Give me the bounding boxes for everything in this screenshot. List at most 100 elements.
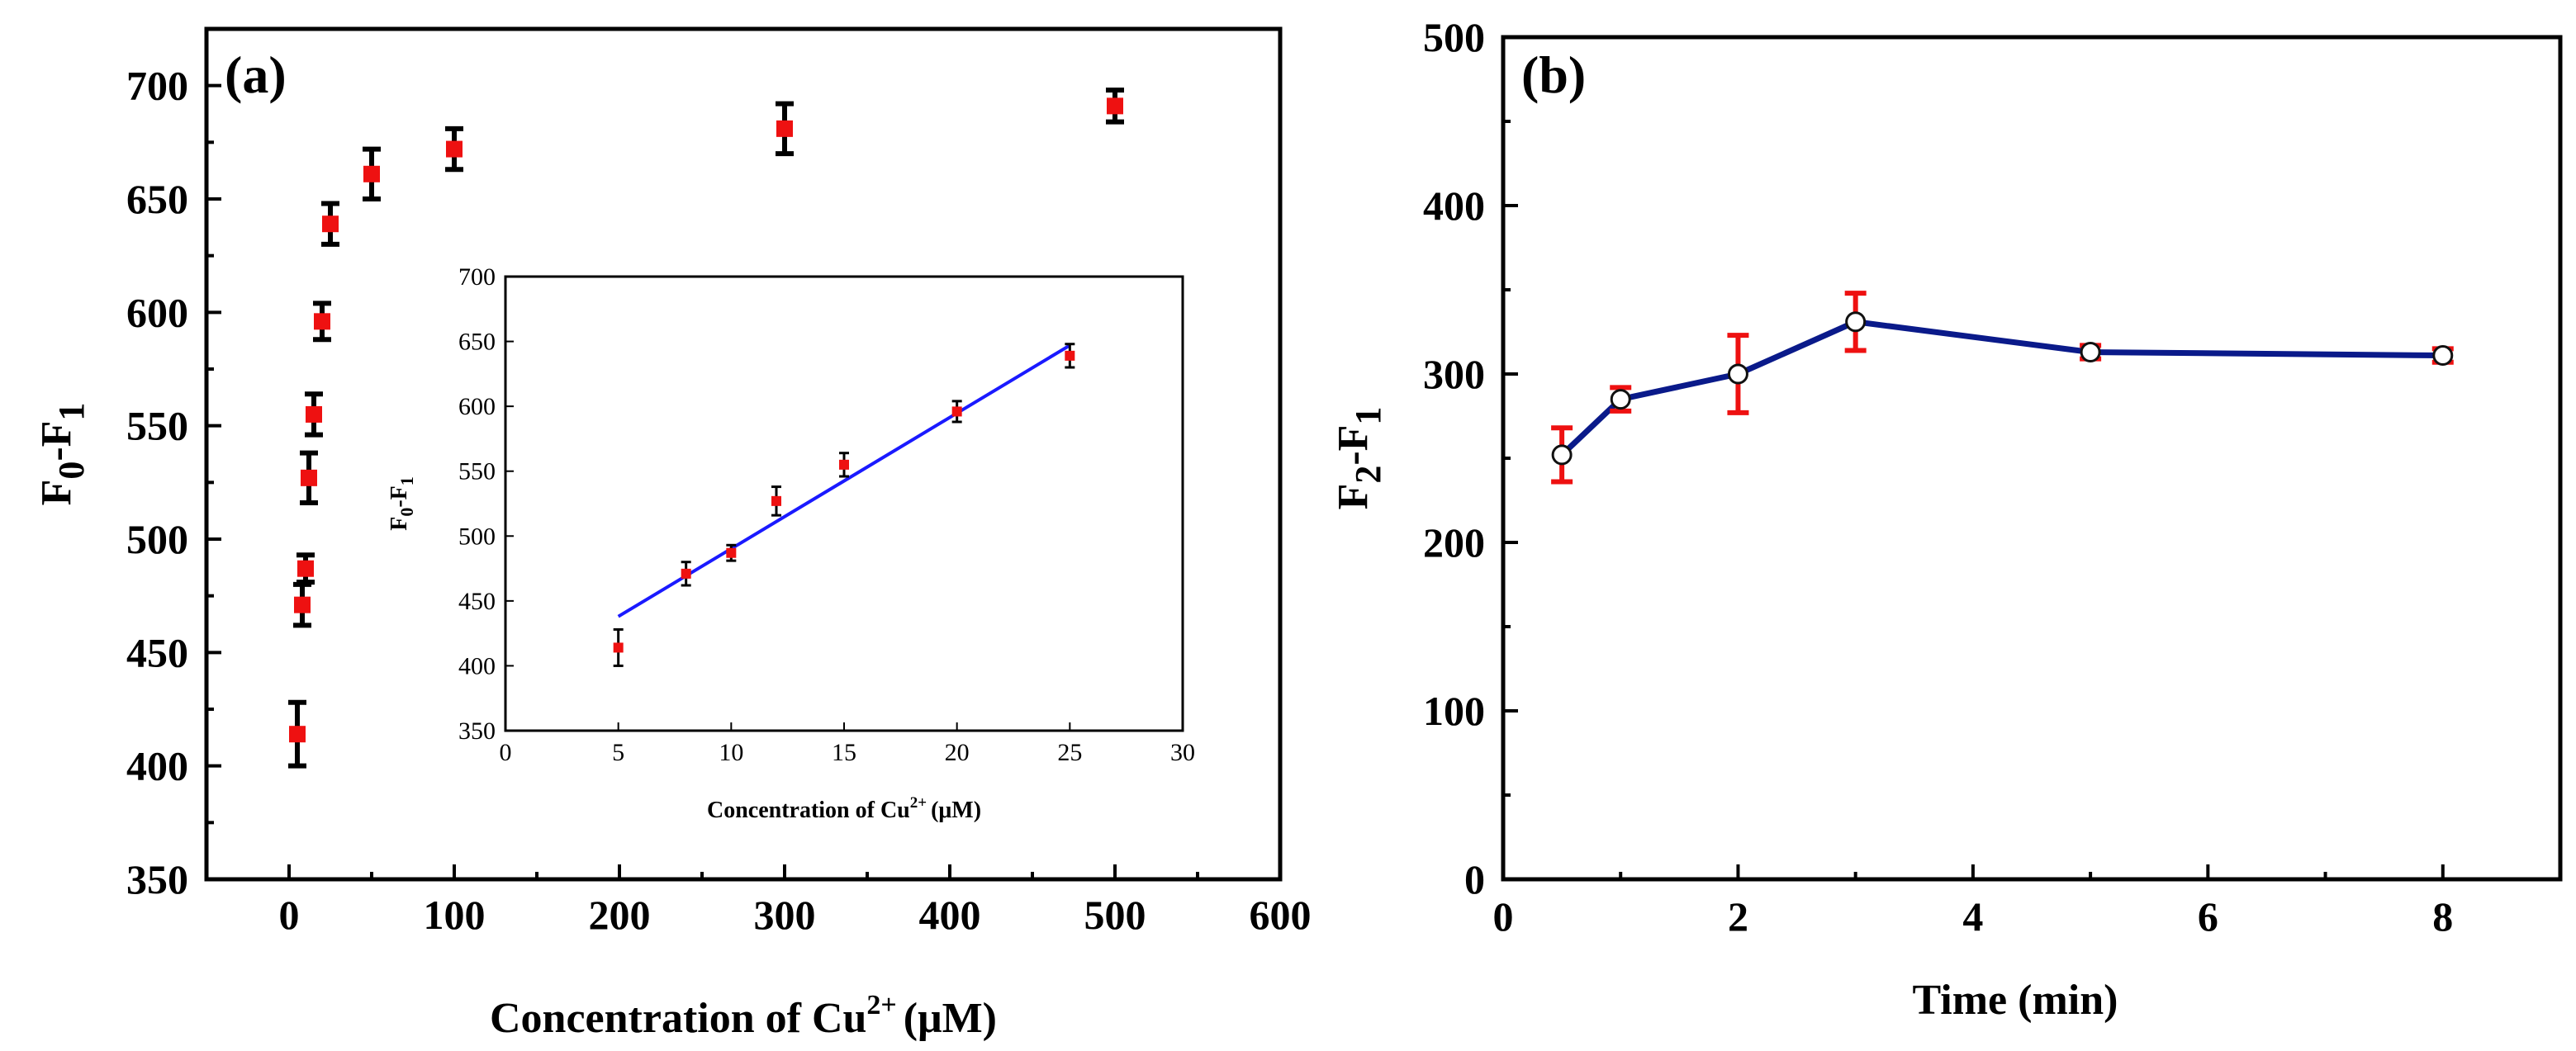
panel-a-data-point [314, 313, 330, 330]
a-x-tick-label: 500 [1084, 892, 1146, 938]
a-y-tick-label: 600 [126, 289, 188, 335]
panel-a-xlabel-sup: 2+ [866, 990, 896, 1020]
b-x-tick-label: 4 [1962, 893, 1983, 940]
inset-y-axis-title: F0-F1 [387, 476, 417, 531]
panel-b-data-point [1610, 389, 1631, 410]
panel-b-y-axis-title: F2-F1 [1330, 407, 1388, 510]
b-x-tick-label: 0 [1493, 893, 1514, 940]
panel-a-data-point [306, 405, 322, 423]
inset-data-point [951, 406, 962, 417]
b-x-tick-label: 6 [2198, 893, 2218, 940]
i-x-tick-label: 20 [945, 739, 970, 766]
inset-tick-labels: 0 5 10 15 20 25 30 350 400 450 500 550 600 650 700 [458, 263, 1195, 766]
panel-b-ticks [1501, 36, 2445, 881]
panel-b-data-point [2080, 341, 2101, 362]
panel-b-tick-labels: 0 2 4 6 8 0 100 200 300 400 500 [1423, 14, 2453, 940]
panel-a-tick-labels: 0 100 200 300 400 500 600350400450500550600650… [126, 63, 1312, 938]
a-y-tick-label: 350 [126, 856, 188, 902]
a-x-tick-label: 0 [279, 892, 300, 938]
panel-b-series-line [1559, 319, 2443, 457]
panel-b-ylabel-dash: -F [1330, 425, 1377, 466]
inset-points [613, 343, 1075, 667]
b-x-tick-label: 2 [1728, 893, 1748, 940]
panel-a-x-axis-title: Concentration of Cu2+ (μM) [490, 990, 997, 1042]
panel-a-data-point [446, 140, 463, 158]
panel-a-data-point [363, 165, 380, 182]
panel-a-data-point [776, 120, 793, 137]
i-y-tick-label: 350 [458, 717, 496, 745]
b-x-tick-label: 8 [2432, 893, 2453, 940]
panel-a-y-axis-title: F0-F1 [33, 403, 92, 506]
inset-data-point [613, 642, 624, 653]
panel-a-ylabel-dash: -F [33, 421, 80, 462]
a-y-tick-label: 700 [126, 63, 188, 109]
panel-b-data-point [1551, 444, 1573, 466]
inset-ylabel-sub1: 0 [396, 508, 417, 517]
i-x-tick-label: 15 [832, 739, 856, 766]
panel-b-data-point [2432, 345, 2454, 367]
i-y-tick-label: 600 [458, 393, 496, 420]
i-y-tick-label: 450 [458, 588, 496, 615]
panel-a-ylabel-base: F [33, 480, 80, 506]
a-x-tick-label: 200 [589, 892, 651, 938]
a-x-tick-label: 300 [754, 892, 816, 938]
i-y-tick-label: 650 [458, 329, 496, 356]
inset-data-point [771, 495, 781, 506]
panel-a-label: (a) [225, 45, 287, 104]
panel-a-ylabel-sub2: 1 [51, 403, 92, 421]
panel-b-points [1551, 291, 2454, 485]
panel-a-data-point [322, 215, 339, 233]
a-x-tick-label: 100 [424, 892, 486, 938]
panel-a-data-point [289, 726, 306, 743]
panel-a-points [288, 88, 1124, 769]
panel-b-ylabel-sub2: 1 [1348, 407, 1388, 425]
inset-xlabel-sup: 2+ [910, 794, 927, 812]
inset-xlabel-text: Concentration of Cu [707, 798, 910, 823]
i-x-tick-label: 0 [500, 739, 512, 766]
inset-xlabel-unit: (μM) [931, 798, 981, 823]
b-y-tick-label: 400 [1423, 182, 1485, 229]
b-y-tick-label: 200 [1423, 519, 1485, 566]
inset-frame [504, 275, 1184, 732]
panel-a-data-point [297, 560, 314, 577]
i-y-tick-label: 500 [458, 523, 496, 550]
b-y-tick-label: 0 [1464, 856, 1485, 902]
i-x-tick-label: 25 [1057, 739, 1082, 766]
inset-data-point [726, 547, 737, 558]
inset-data-point [1065, 350, 1075, 361]
panel-b-data-point [1727, 363, 1748, 385]
a-y-tick-label: 550 [126, 403, 188, 449]
inset-ylabel-dash: -F [387, 485, 412, 507]
inset-data-point [681, 568, 691, 579]
b-y-tick-label: 500 [1423, 14, 1485, 60]
a-y-tick-label: 500 [126, 516, 188, 562]
panel-b-x-axis-title: Time (min) [1913, 977, 2118, 1024]
panel-b-ylabel-sub1: 2 [1348, 466, 1388, 484]
inset-ticks [505, 276, 1184, 731]
b-y-tick-label: 100 [1423, 688, 1485, 734]
inset-ylabel-sub2: 1 [396, 476, 417, 485]
i-y-tick-label: 550 [458, 458, 496, 485]
panel-a-xlabel-text: Concentration of Cu [490, 995, 866, 1042]
inset-x-axis-title: Concentration of Cu2+ (μM) [707, 794, 981, 823]
a-y-tick-label: 400 [126, 743, 188, 789]
panel-a-frame [204, 26, 1283, 882]
panel-a-chart: 0 100 200 300 400 500 600350400450500550600650… [33, 26, 1312, 1042]
panel-b-chart: 0 2 4 6 8 0 100 200 300 400 500 (b) Time (min) F2-… [1330, 14, 2563, 1024]
i-x-tick-label: 10 [719, 739, 743, 766]
b-y-tick-label: 300 [1423, 351, 1485, 397]
inset-ylabel-base: F [387, 517, 412, 531]
panel-b-label: (b) [1521, 45, 1586, 104]
a-y-tick-label: 450 [126, 629, 188, 675]
i-y-tick-label: 700 [458, 263, 496, 291]
inset-data-point [839, 459, 849, 470]
panel-b-data-point [1845, 311, 1867, 333]
panel-a-ylabel-sub1: 0 [51, 462, 92, 480]
panel-a-xlabel-unit: (μM) [904, 995, 997, 1042]
a-x-tick-label: 400 [919, 892, 981, 938]
a-y-tick-label: 650 [126, 176, 188, 222]
i-y-tick-label: 400 [458, 652, 496, 679]
panel-a-data-point [294, 596, 311, 613]
